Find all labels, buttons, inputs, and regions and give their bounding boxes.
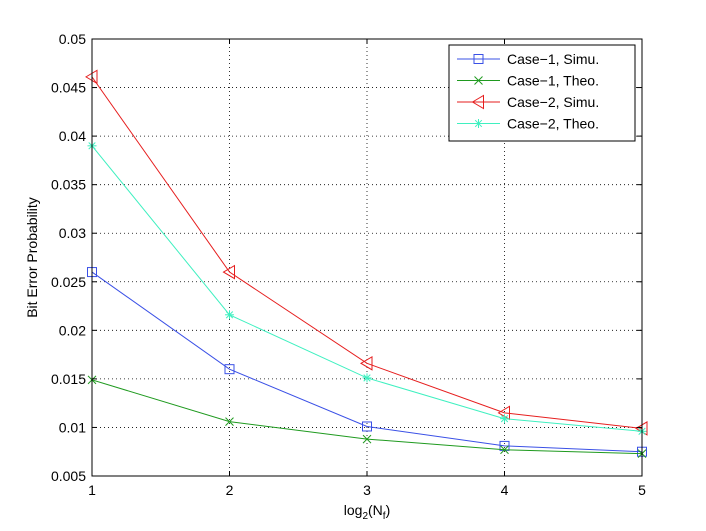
legend-label-2: Case−1, Theo. [507, 73, 599, 89]
series-2-point [500, 445, 509, 455]
x-marker-stroke [474, 76, 483, 85]
y-tick-label: 0.01 [59, 419, 86, 435]
legend-marker-2 [474, 76, 483, 85]
star-marker-stroke [474, 119, 483, 128]
x-tick-label: 2 [226, 482, 234, 498]
y-axis-title: Bit Error Probability [24, 197, 40, 318]
series-4-point [500, 414, 509, 424]
y-tick-label: 0.035 [51, 177, 86, 193]
x-tick-label: 4 [501, 482, 509, 498]
y-tick-label: 0.03 [59, 225, 86, 241]
square-marker-shape [224, 364, 235, 375]
x-tick-label: 3 [363, 482, 371, 498]
legend-label-3: Case−2, Simu. [507, 94, 599, 110]
y-tick-label: 0.025 [51, 274, 86, 290]
legend: Case−1, Simu. Case−1, Theo. Case−2, Simu. C… [448, 44, 636, 142]
legend-marker-1 [473, 54, 484, 64]
star-marker-stroke [363, 374, 371, 382]
series-4-point [225, 310, 234, 320]
square-marker-shape [473, 54, 484, 64]
y-tick-label: 0.005 [51, 468, 86, 484]
y-tick-label: 0.05 [59, 31, 86, 47]
series-line-3 [91, 76, 643, 429]
x-marker-stroke [362, 434, 372, 444]
x-axis-title: log2(Nf) [344, 502, 390, 522]
triangle-marker-shape [222, 264, 235, 280]
legend-label-1: Case−1, Simu. [507, 51, 599, 67]
series-line-1 [91, 271, 643, 453]
square-marker-shape [362, 421, 372, 432]
series-2-point [362, 434, 372, 444]
legend-label-4: Case−2, Theo. [507, 116, 599, 132]
x-marker-stroke [500, 445, 509, 455]
y-tick-label: 0.015 [51, 371, 86, 387]
triangle-marker-shape [360, 355, 373, 371]
legend-marker-4 [474, 119, 483, 128]
series-1-point [224, 364, 235, 375]
ticks [91, 38, 643, 477]
tick-labels: 1 2 3 4 5 0.005 0.01 0.015 0.02 0.025 0.03 0.035 0.0… [51, 31, 646, 498]
series-layer [85, 69, 648, 459]
x-tick-label: 5 [638, 482, 646, 498]
triangle-marker-shape [471, 94, 484, 110]
series-1-point [362, 421, 372, 432]
x-marker-stroke [225, 417, 234, 426]
legend-marker-3 [471, 94, 484, 110]
series-3-point [222, 264, 235, 280]
star-marker-stroke [500, 415, 509, 423]
star-marker-stroke [225, 311, 234, 319]
series-4-point [362, 373, 372, 383]
y-tick-label: 0.02 [59, 322, 86, 338]
y-tick-label: 0.045 [51, 80, 86, 96]
series-2-point [225, 417, 234, 426]
series-3-point [360, 355, 373, 371]
x-tick-label: 1 [88, 482, 96, 498]
y-tick-label: 0.04 [59, 128, 86, 144]
